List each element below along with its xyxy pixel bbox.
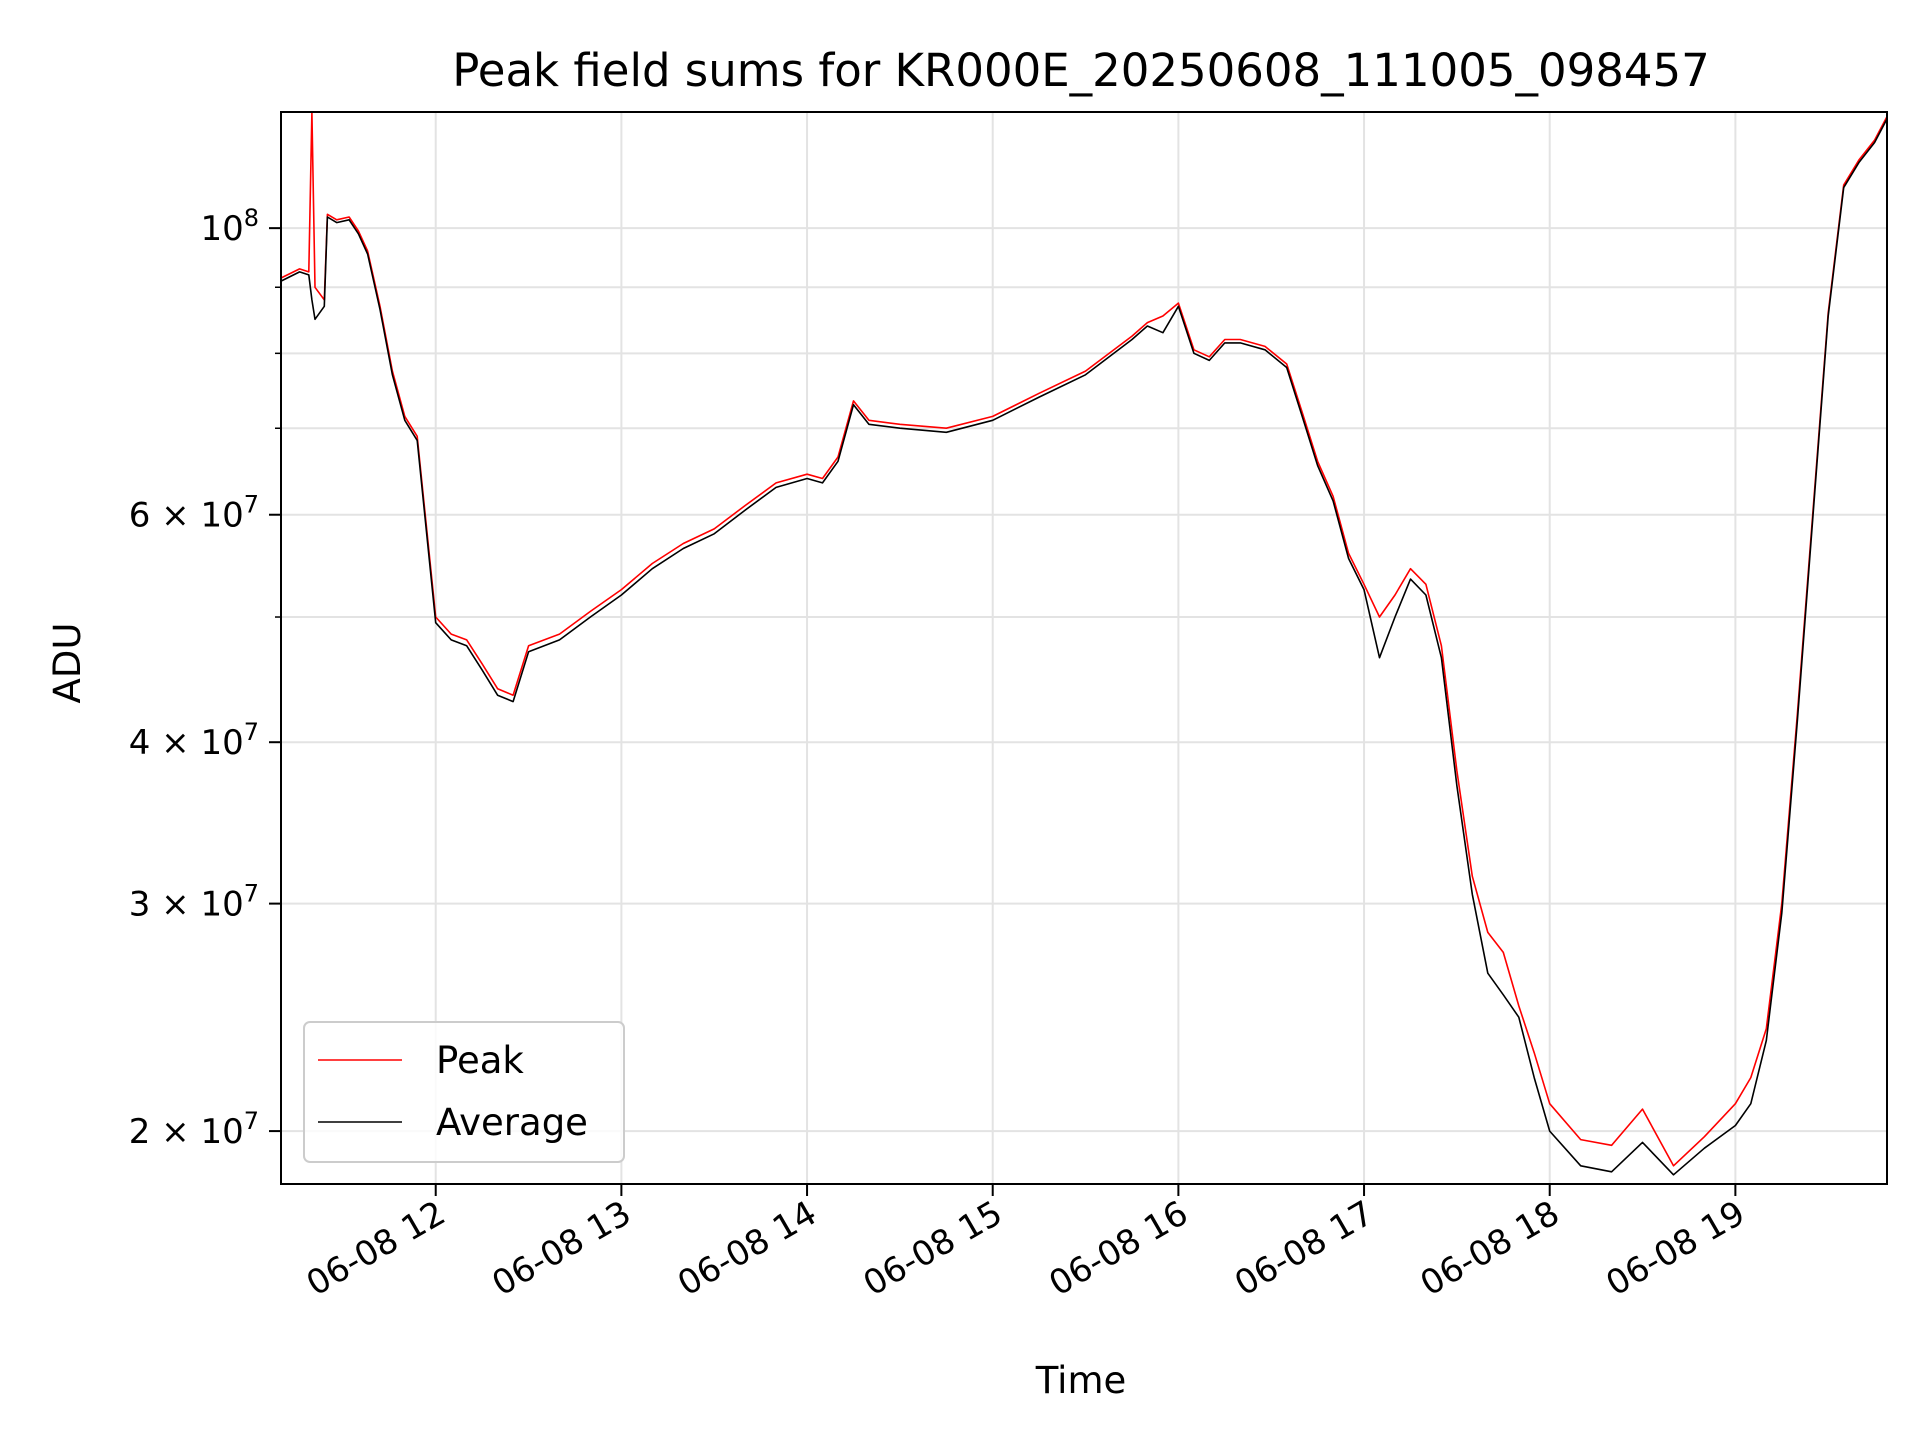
series-layer — [280, 111, 1888, 1176]
y-tick-label: 2 × 107 — [129, 1107, 259, 1152]
plot-frame — [280, 111, 1888, 1185]
legend-average-label: Average — [436, 1101, 588, 1144]
legend-peak-label: Peak — [436, 1039, 524, 1082]
y-tick-label: 3 × 107 — [129, 880, 259, 925]
legend: Peak Average — [303, 1021, 625, 1163]
y-tick-label: 6 × 107 — [129, 491, 259, 536]
grid — [281, 112, 1887, 1184]
legend-box — [303, 1021, 625, 1163]
y-axis-label: ADU — [46, 623, 89, 704]
y-tick-label: 4 × 107 — [129, 718, 259, 763]
x-axis-label: Time — [1035, 1359, 1127, 1402]
series-line-average — [280, 118, 1888, 1176]
chart-title: Peak field sums for KR000E_20250608_1110… — [452, 44, 1710, 97]
y-tick-label: 108 — [200, 204, 259, 249]
series-line-peak — [280, 111, 1888, 1167]
